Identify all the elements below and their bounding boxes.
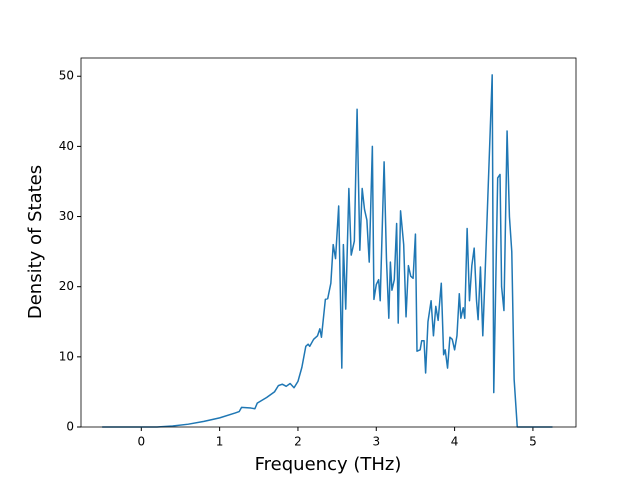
y-tick-label: 30 bbox=[59, 209, 74, 223]
x-tick-label: 1 bbox=[216, 435, 224, 449]
x-tick-label: 2 bbox=[294, 435, 302, 449]
y-tick-label: 10 bbox=[59, 349, 74, 363]
x-tick-label: 5 bbox=[529, 435, 537, 449]
plot-frame bbox=[80, 57, 577, 428]
y-tick-label: 0 bbox=[66, 420, 74, 434]
y-tick-label: 20 bbox=[59, 279, 74, 293]
x-tick-label: 4 bbox=[451, 435, 459, 449]
x-tick-label: 3 bbox=[372, 435, 380, 449]
y-tick-label: 40 bbox=[59, 139, 74, 153]
line-series bbox=[102, 74, 553, 428]
y-tick-label: 50 bbox=[59, 69, 74, 83]
x-tick-label: 0 bbox=[137, 435, 145, 449]
x-axis-label: Frequency (THz) bbox=[255, 454, 402, 475]
y-axis-label: Density of States bbox=[25, 165, 46, 319]
